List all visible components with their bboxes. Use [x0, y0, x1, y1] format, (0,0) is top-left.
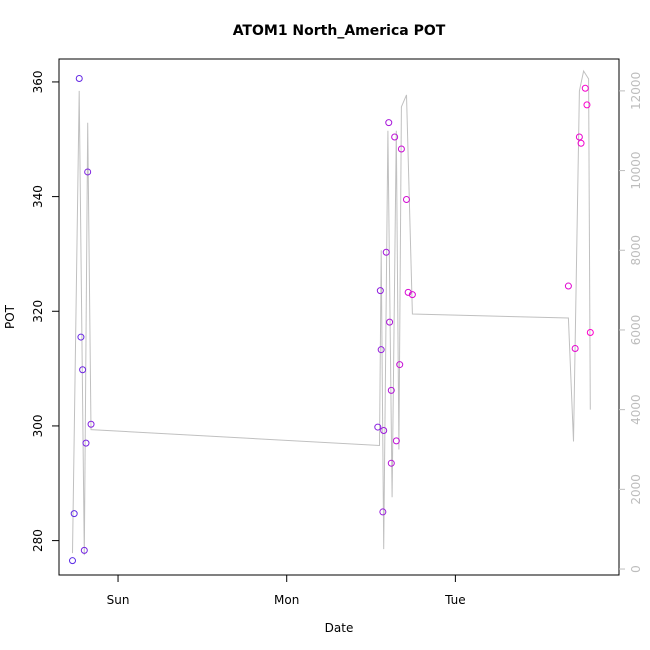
y2-tick-label: 2000 [629, 474, 643, 505]
y2-tick-label: 0 [629, 565, 643, 573]
y-tick-label: 300 [31, 414, 45, 437]
y-tick-label: 360 [31, 70, 45, 93]
data-point [404, 288, 412, 296]
data-point [387, 386, 395, 394]
data-point [382, 248, 390, 256]
y-tick-label: 340 [31, 185, 45, 208]
data-point [387, 459, 395, 467]
data-point [68, 557, 76, 565]
data-point [82, 439, 90, 447]
y2-tick-label: 6000 [629, 315, 643, 346]
data-point [391, 133, 399, 141]
data-point [402, 195, 410, 203]
y-tick-label: 320 [31, 300, 45, 323]
data-point [84, 168, 92, 176]
data-point [577, 139, 585, 147]
data-point [392, 437, 400, 445]
data-point [385, 119, 393, 127]
x-tick-label: Tue [444, 593, 466, 607]
data-point [376, 287, 384, 295]
data-point [87, 420, 95, 428]
data-point [396, 361, 404, 369]
y2-tick-label: 4000 [629, 394, 643, 425]
data-point [583, 101, 591, 109]
data-point [586, 328, 594, 336]
data-point [80, 546, 88, 554]
data-point [70, 510, 78, 518]
data-point [575, 133, 583, 141]
plot-area: 280 300 320 340 360 0 2000 4000 6000 8000 10000 120… [31, 69, 643, 607]
data-point [408, 291, 416, 299]
data-point [564, 282, 572, 290]
y2-tick-label: 10000 [629, 151, 643, 189]
data-point [379, 508, 387, 516]
chart-title: ATOM1 North_America POT [233, 23, 446, 39]
y2-tick-label: 8000 [629, 235, 643, 266]
y-axis-label: POT [3, 304, 17, 329]
secondary-series-line [72, 69, 591, 556]
data-point [581, 84, 589, 92]
data-point [374, 423, 382, 431]
data-point [380, 427, 388, 435]
y-tick-label: 280 [31, 529, 45, 552]
data-point [75, 74, 83, 82]
data-point [386, 318, 394, 326]
data-point [77, 333, 85, 341]
data-point [377, 346, 385, 354]
plot-frame [58, 58, 620, 576]
y2-tick-label: 12000 [629, 72, 643, 110]
x-tick-label: Sun [107, 593, 130, 607]
data-point [397, 145, 405, 153]
data-point [79, 366, 87, 374]
data-point [571, 345, 579, 353]
x-axis-label: Date [325, 621, 354, 635]
x-tick-label: Mon [274, 593, 299, 607]
